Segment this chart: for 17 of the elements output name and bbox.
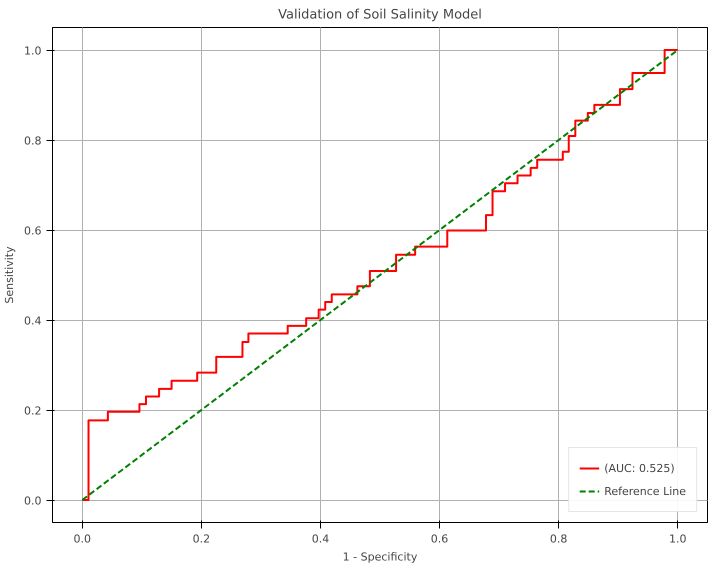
x-axis-title: 1 - Specificity xyxy=(342,550,418,564)
y-tick-label: 0.8 xyxy=(24,134,42,148)
chart-title: Validation of Soil Salinity Model xyxy=(278,8,482,22)
y-tick-label: 0.6 xyxy=(24,224,42,238)
x-tick-label: 0.8 xyxy=(550,532,568,546)
y-tick-label: 0.4 xyxy=(24,314,42,328)
y-axis-title: Sensitivity xyxy=(3,246,16,304)
y-tick-label: 0.0 xyxy=(24,494,42,508)
x-tick-label: 0.4 xyxy=(312,532,330,546)
legend-label: Reference Line xyxy=(604,484,686,498)
x-tick-label: 1.0 xyxy=(668,532,686,546)
x-tick-label: 0.2 xyxy=(192,532,210,546)
legend-label: (AUC: 0.525) xyxy=(604,462,675,474)
x-tick-label: 0.0 xyxy=(74,532,92,546)
y-tick-label: 1.0 xyxy=(24,44,42,58)
x-tick-label: 0.6 xyxy=(430,532,448,546)
y-tick-label: 0.2 xyxy=(24,404,42,418)
